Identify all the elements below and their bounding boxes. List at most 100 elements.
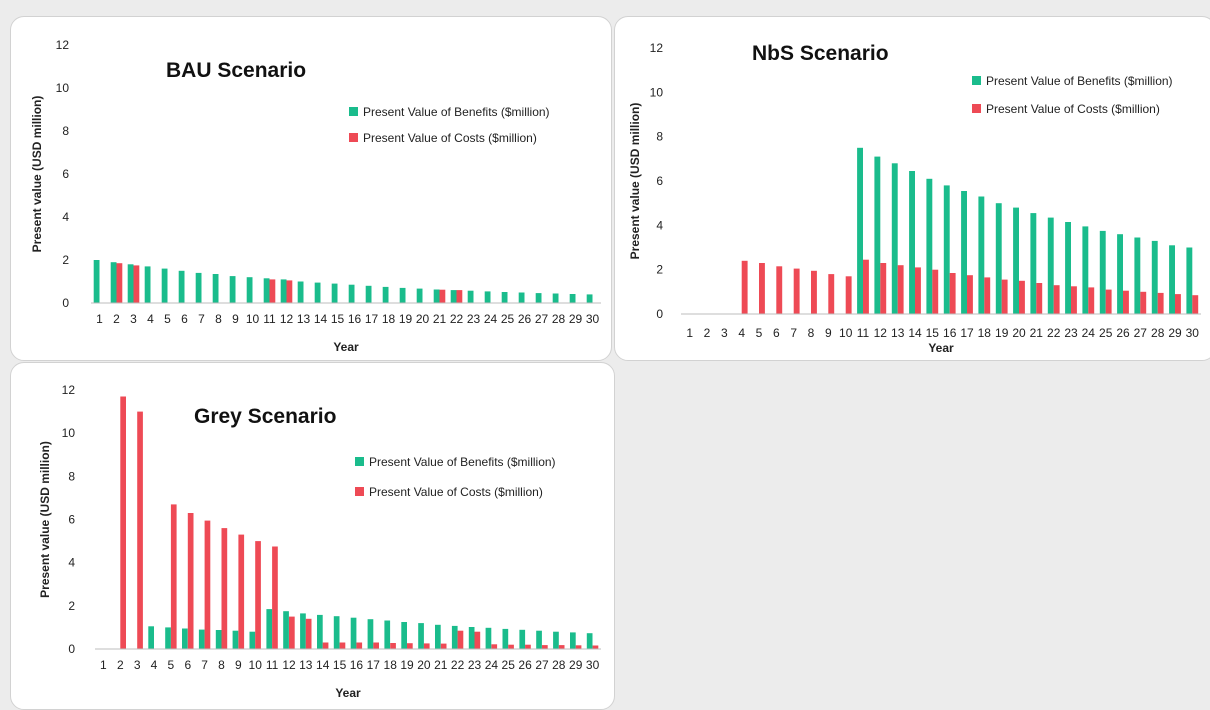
benefit-bar bbox=[280, 279, 287, 303]
benefit-bar bbox=[943, 185, 950, 314]
y-tick-label: 6 bbox=[62, 167, 69, 181]
benefit-bar bbox=[348, 284, 355, 303]
x-tick-label: 8 bbox=[218, 658, 225, 672]
cost-bar bbox=[120, 396, 126, 649]
benefit-bar bbox=[1169, 245, 1175, 314]
x-tick-label: 7 bbox=[790, 326, 797, 340]
benefit-bar bbox=[365, 285, 372, 303]
x-tick-label: 1 bbox=[96, 312, 103, 326]
cost-bar bbox=[289, 616, 295, 649]
benefit-bar bbox=[333, 616, 340, 649]
x-tick-label: 28 bbox=[552, 312, 566, 326]
x-tick-label: 15 bbox=[333, 658, 347, 672]
x-tick-label: 30 bbox=[1186, 326, 1200, 340]
x-tick-label: 2 bbox=[113, 312, 120, 326]
x-tick-label: 20 bbox=[416, 312, 430, 326]
cost-bar bbox=[592, 645, 599, 649]
benefit-bar bbox=[1117, 234, 1123, 314]
cost-bar bbox=[1123, 290, 1129, 314]
y-axis-title: Present value (USD million) bbox=[30, 96, 44, 253]
cost-bar bbox=[915, 267, 921, 314]
x-tick-label: 3 bbox=[134, 658, 141, 672]
benefit-bar bbox=[502, 628, 509, 649]
x-tick-label: 26 bbox=[1116, 326, 1130, 340]
y-tick-label: 0 bbox=[68, 642, 75, 656]
x-tick-label: 11 bbox=[263, 312, 276, 326]
x-tick-label: 22 bbox=[451, 658, 465, 672]
legend-swatch-costs bbox=[349, 133, 358, 142]
benefit-bar bbox=[535, 293, 542, 303]
x-tick-label: 24 bbox=[1082, 326, 1096, 340]
x-tick-label: 9 bbox=[232, 312, 239, 326]
x-tick-label: 19 bbox=[995, 326, 1009, 340]
x-tick-label: 13 bbox=[297, 312, 311, 326]
x-tick-label: 29 bbox=[569, 658, 583, 672]
x-tick-label: 9 bbox=[825, 326, 832, 340]
benefit-bar bbox=[399, 287, 406, 303]
cost-bar bbox=[322, 642, 329, 649]
benefit-bar bbox=[433, 289, 440, 303]
benefit-bar bbox=[1047, 217, 1054, 314]
cost-bar bbox=[1019, 280, 1025, 315]
benefit-bar bbox=[144, 266, 151, 303]
benefit-bar bbox=[229, 276, 236, 303]
x-tick-label: 6 bbox=[184, 658, 191, 672]
x-tick-label: 27 bbox=[1134, 326, 1148, 340]
benefit-bar bbox=[1013, 207, 1019, 314]
cost-bar bbox=[1157, 292, 1164, 314]
x-tick-label: 4 bbox=[147, 312, 154, 326]
y-tick-label: 4 bbox=[68, 556, 75, 570]
cost-bar bbox=[949, 273, 956, 314]
cost-bar bbox=[984, 277, 991, 314]
x-tick-label: 18 bbox=[384, 658, 398, 672]
benefit-bar bbox=[1030, 213, 1037, 314]
benefit-bar bbox=[519, 629, 526, 649]
cost-bar bbox=[1192, 295, 1199, 314]
benefit-bar bbox=[961, 191, 967, 314]
benefit-bar bbox=[978, 196, 985, 314]
x-tick-label: 18 bbox=[978, 326, 992, 340]
cost-bar bbox=[880, 263, 887, 314]
x-tick-label: 2 bbox=[704, 326, 711, 340]
benefit-bar bbox=[451, 625, 458, 649]
benefit-bar bbox=[300, 613, 306, 649]
benefit-bar bbox=[586, 633, 593, 649]
y-tick-label: 0 bbox=[656, 307, 663, 321]
x-tick-label: 17 bbox=[365, 312, 379, 326]
x-tick-label: 23 bbox=[467, 312, 481, 326]
benefit-bar bbox=[857, 147, 863, 315]
benefit-bar bbox=[314, 282, 321, 303]
legend-label-benefits: Present Value of Benefits ($million) bbox=[986, 74, 1173, 88]
x-tick-label: 11 bbox=[857, 326, 870, 340]
x-tick-label: 21 bbox=[433, 312, 447, 326]
benefit-bar bbox=[297, 281, 304, 303]
x-tick-label: 16 bbox=[350, 658, 364, 672]
benefit-bar bbox=[246, 277, 253, 303]
benefit-bar bbox=[232, 630, 239, 649]
x-tick-label: 5 bbox=[168, 658, 175, 672]
cost-bar bbox=[255, 541, 261, 649]
cost-bar bbox=[776, 266, 783, 314]
x-tick-label: 20 bbox=[417, 658, 431, 672]
x-tick-label: 9 bbox=[235, 658, 242, 672]
legend-swatch-costs bbox=[972, 104, 981, 113]
cost-bar bbox=[1175, 294, 1181, 314]
benefit-bar bbox=[552, 293, 559, 303]
cost-bar bbox=[828, 274, 835, 314]
benefit-bar bbox=[485, 627, 492, 649]
x-tick-label: 3 bbox=[721, 326, 728, 340]
y-tick-label: 4 bbox=[656, 218, 663, 232]
benefit-bar bbox=[249, 631, 256, 649]
benefit-bar bbox=[1151, 240, 1158, 314]
benefit-bar bbox=[178, 270, 185, 304]
legend-label-costs: Present Value of Costs ($million) bbox=[986, 102, 1160, 116]
x-tick-label: 25 bbox=[501, 312, 515, 326]
x-tick-label: 3 bbox=[130, 312, 137, 326]
x-tick-label: 11 bbox=[266, 658, 279, 672]
x-tick-label: 6 bbox=[773, 326, 780, 340]
cost-bar bbox=[863, 259, 869, 314]
x-tick-label: 14 bbox=[908, 326, 922, 340]
x-tick-label: 14 bbox=[316, 658, 330, 672]
chart-title: Grey Scenario bbox=[194, 405, 336, 428]
